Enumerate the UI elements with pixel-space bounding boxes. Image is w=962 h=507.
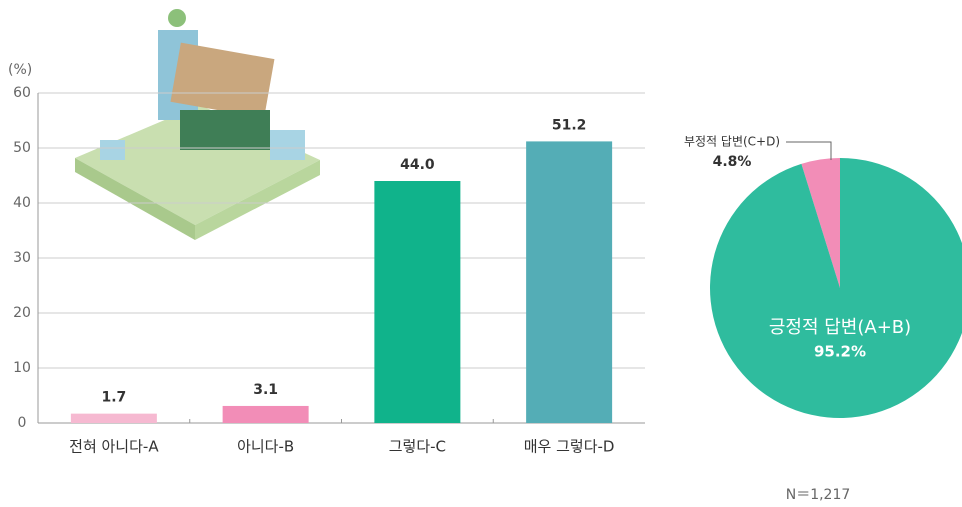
y-tick-label: 0 [18,415,27,431]
y-tick-label: 10 [13,360,31,376]
slice-label: 부정적 답변(C+D) [684,135,780,149]
y-tick-label: 60 [13,85,31,101]
bar [526,141,613,423]
bar [374,181,461,423]
y-tick-label: 30 [13,250,31,266]
y-tick-label: 40 [13,195,31,211]
value-label: 51.2 [552,117,587,133]
value-label: 3.1 [253,382,278,398]
leader-line [786,141,832,160]
x-tick-label: 매우 그렇다-D [524,438,615,456]
pie-slice [801,158,840,288]
y-axis-label: (%) [8,62,32,78]
bar [70,413,157,423]
slice-label: 긍정적 답변(A+B) [769,317,911,338]
y-tick-label: 20 [13,305,31,321]
pie-slice [710,158,962,418]
note: N＝1,217 [786,487,851,503]
x-tick-label: 전혀 아니다-A [69,438,159,456]
x-tick-label: 아니다-B [237,438,294,456]
bar [222,405,309,423]
slice-value: 4.8% [713,154,752,170]
illustration [75,9,320,240]
x-tick-label: 그렇다-C [389,438,446,456]
y-tick-label: 50 [13,140,31,156]
slice-value: 95.2% [814,343,866,361]
value-label: 44.0 [400,157,435,173]
value-label: 1.7 [101,390,126,406]
